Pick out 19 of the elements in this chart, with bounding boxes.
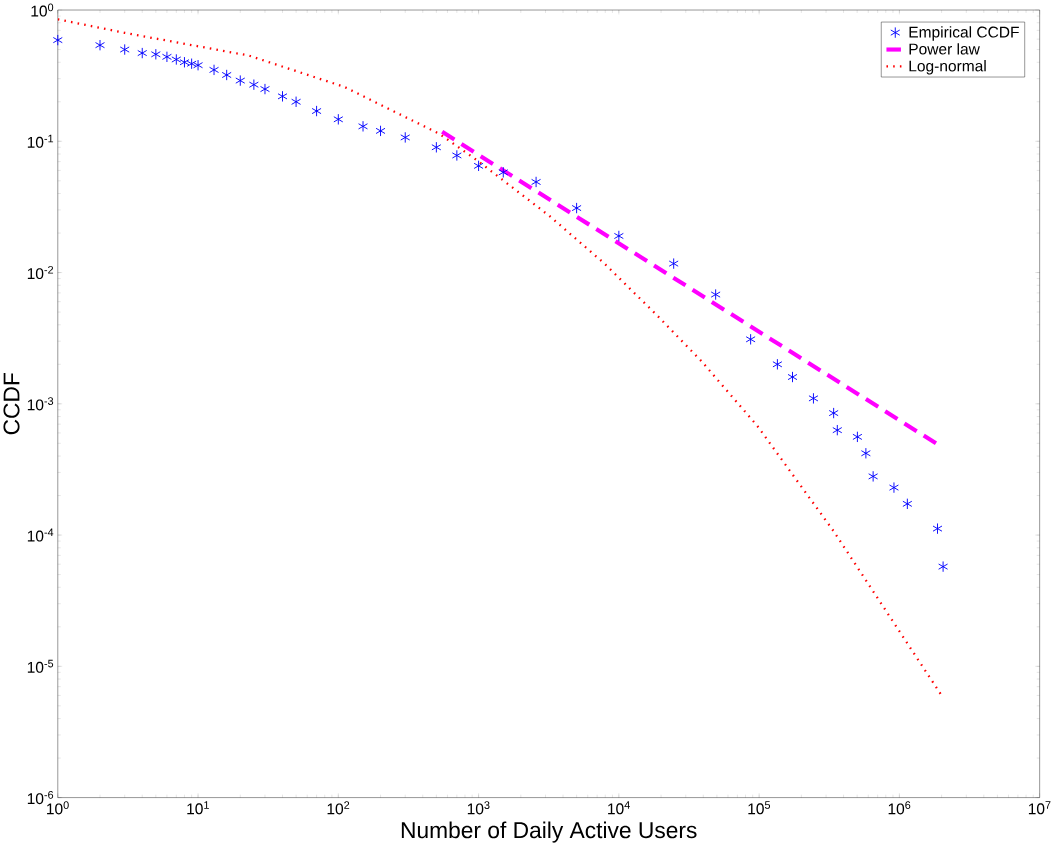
- legend-label: Empirical CCDF: [909, 26, 1019, 41]
- y-tick-label: 10$^{-1}$: [27, 134, 54, 148]
- legend-label: Power law: [909, 43, 980, 55]
- y-axis-title: CCDF: [3, 373, 20, 435]
- x-tick-label: 10$^{3}$: [467, 801, 490, 815]
- x-axis-title: Number of Daily Active Users: [401, 821, 697, 843]
- x-tick-label: 10$^{7}$: [1028, 801, 1051, 815]
- x-tick-label: 10$^{0}$: [47, 801, 69, 815]
- y-tick-label: 10$^{-3}$: [27, 397, 54, 411]
- y-tick-label: 10$^{-5}$: [27, 659, 54, 673]
- y-tick-label: 10$^{0}$: [31, 3, 54, 17]
- x-tick-label: 10$^{4}$: [608, 801, 630, 815]
- x-tick-label: 10$^{6}$: [888, 801, 911, 815]
- legend-label: Log-normal: [909, 60, 986, 75]
- x-tick-label: 10$^{1}$: [187, 801, 209, 815]
- y-tick-label: 10$^{-2}$: [27, 265, 54, 280]
- y-tick-label: 10$^{-4}$: [27, 528, 54, 542]
- x-tick-label: 10$^{2}$: [327, 801, 350, 815]
- x-tick-label: 10$^{5}$: [748, 801, 771, 815]
